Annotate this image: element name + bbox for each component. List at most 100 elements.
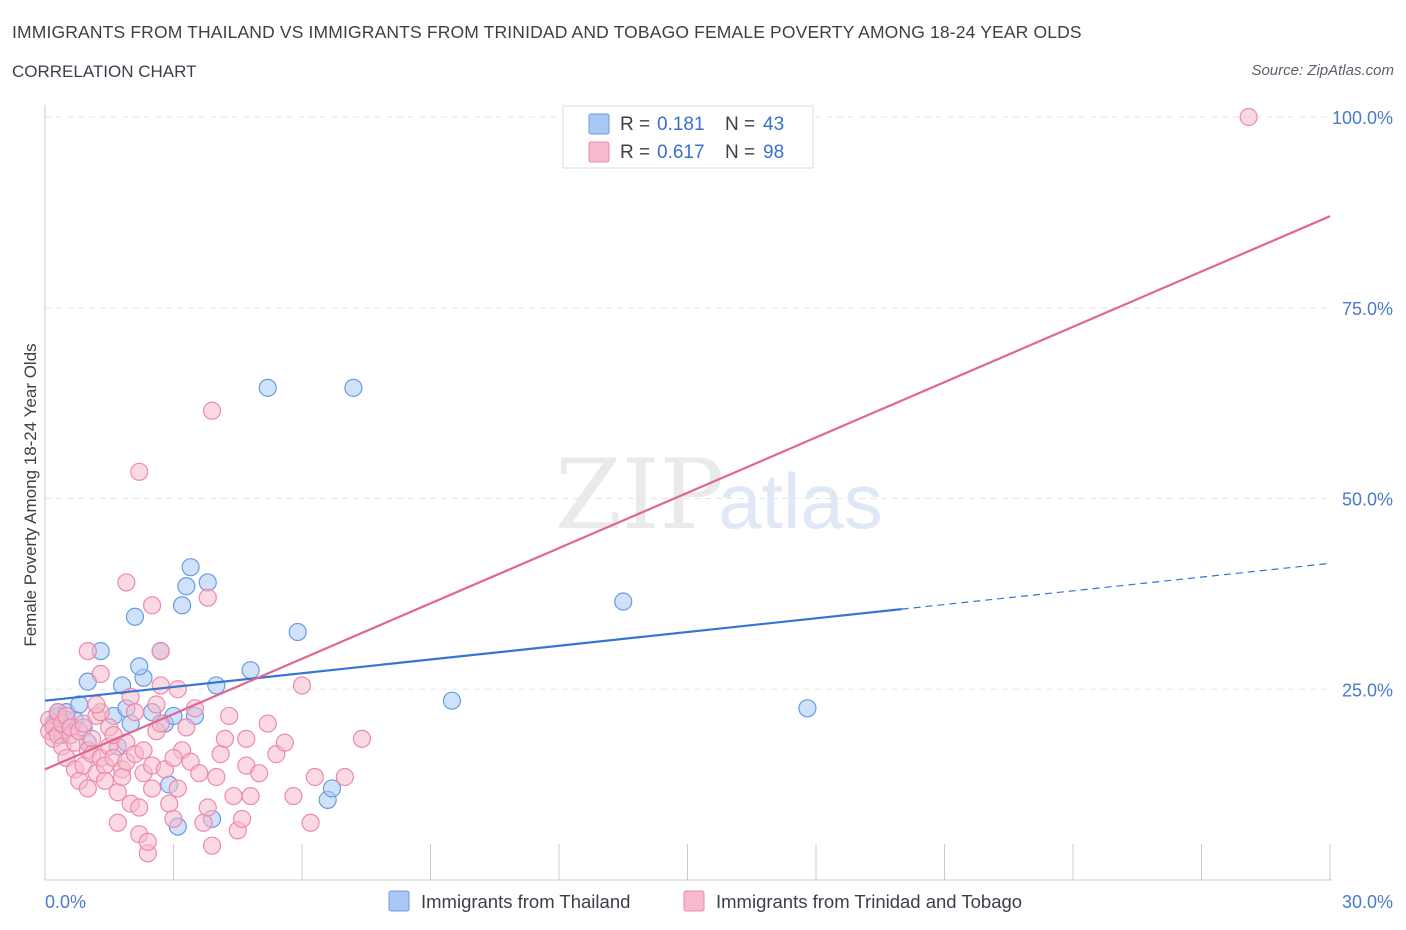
trinidad-point xyxy=(108,813,127,832)
trinidad-point xyxy=(292,676,312,695)
thailand-point xyxy=(207,676,226,695)
y-tick-label: 75.0% xyxy=(1342,299,1393,319)
thailand-point xyxy=(614,592,633,611)
trinidad-point xyxy=(224,786,243,806)
y-tick-label: 100.0% xyxy=(1332,108,1393,128)
legend-n-label-thailand: N = xyxy=(725,114,755,135)
trinidad-point xyxy=(147,695,166,714)
trinidad-point xyxy=(190,764,209,783)
trinidad-point xyxy=(91,664,110,684)
trinidad-point xyxy=(117,573,136,592)
legend-r-label-trinidad: R = xyxy=(620,142,650,163)
trinidad-point xyxy=(164,809,183,829)
bottom-legend-label-thailand: Immigrants from Thailand xyxy=(421,891,630,912)
x-tick-label-max: 30.0% xyxy=(1342,892,1393,912)
thailand-point xyxy=(241,661,260,680)
thailand-point xyxy=(798,699,817,718)
trinidad-point xyxy=(284,786,303,806)
thailand-point xyxy=(177,577,196,596)
trinidad-point xyxy=(177,718,196,737)
trinidad-point xyxy=(130,462,149,481)
trinidad-point xyxy=(335,767,354,787)
trinidad-point xyxy=(142,596,162,615)
trinidad-point xyxy=(305,767,324,787)
trinidad-point xyxy=(1239,107,1258,127)
thailand-point xyxy=(442,691,462,710)
thailand-point xyxy=(258,378,277,397)
gridlines xyxy=(45,116,1332,690)
trendlines xyxy=(44,215,1331,771)
axes xyxy=(44,105,1332,881)
legend-r-value-thailand: 0.181 xyxy=(657,114,705,135)
trinidad-point xyxy=(151,676,170,695)
trinidad-point xyxy=(232,809,252,829)
series-legend: Immigrants from Thailand Immigrants from… xyxy=(388,890,1022,912)
trinidad-point xyxy=(237,729,256,748)
watermark-zip: ZIP xyxy=(555,439,724,551)
bottom-legend-swatch-trinidad xyxy=(683,890,705,912)
trinidad-point xyxy=(125,703,145,722)
y-tick-label: 50.0% xyxy=(1342,490,1393,510)
legend-n-value-thailand: 43 xyxy=(763,114,784,135)
trinidad-point xyxy=(168,680,187,699)
tick-labels: 25.0% 50.0% 75.0% 100.0% 0.0% 30.0% xyxy=(45,108,1393,912)
trinidad-point xyxy=(198,798,217,817)
watermark: ZIP atlas xyxy=(555,439,883,551)
trinidad-point xyxy=(258,714,277,733)
thailand-point xyxy=(344,378,363,397)
x-tick-label-min: 0.0% xyxy=(45,892,86,912)
trinidad-point xyxy=(220,706,239,726)
trinidad-point xyxy=(130,798,149,817)
source-credit: Source: ZipAtlas.com xyxy=(1251,62,1394,79)
trinidad-point xyxy=(151,641,170,661)
trinidad-point xyxy=(202,401,222,420)
legend-n-value-trinidad: 98 xyxy=(763,142,784,163)
trendline-thailand-extension xyxy=(901,562,1331,610)
legend-n-label-trinidad: N = xyxy=(725,142,755,163)
y-axis-label: Female Poverty Among 18-24 Year Olds xyxy=(21,343,40,646)
legend-swatch-trinidad xyxy=(588,141,610,163)
trinidad-point xyxy=(275,733,294,752)
thailand-point xyxy=(198,573,217,592)
trinidad-point xyxy=(198,588,217,607)
trinidad-point xyxy=(83,729,102,748)
thailand-point xyxy=(322,779,342,798)
trinidad-point xyxy=(241,786,260,806)
watermark-atlas: atlas xyxy=(718,457,883,545)
trinidad-point xyxy=(138,832,157,851)
trinidad-point xyxy=(250,764,269,783)
thailand-point xyxy=(288,622,307,642)
trinidad-point xyxy=(352,729,372,748)
trendline-thailand xyxy=(44,608,902,702)
series-trinidad-points xyxy=(40,107,1258,863)
trinidad-point xyxy=(207,767,226,787)
trinidad-point xyxy=(78,779,97,798)
trinidad-point xyxy=(87,695,106,714)
trinidad-point xyxy=(194,813,213,832)
trinidad-point xyxy=(112,767,132,787)
trinidad-point xyxy=(215,729,234,748)
trinidad-point xyxy=(142,779,162,798)
trinidad-point xyxy=(160,794,179,813)
legend-swatch-thailand xyxy=(588,113,610,135)
trinidad-point xyxy=(301,813,320,832)
trendline-trinidad xyxy=(44,215,1331,771)
thailand-point xyxy=(130,657,149,676)
trinidad-point xyxy=(78,641,97,661)
trinidad-point xyxy=(211,745,230,764)
thailand-point xyxy=(172,596,192,615)
thailand-point xyxy=(125,607,145,626)
stats-legend: R = 0.181 N = 43 R = 0.617 N = 98 xyxy=(562,105,814,169)
trinidad-point xyxy=(168,779,187,798)
bottom-legend-swatch-thailand xyxy=(388,890,410,912)
trinidad-point xyxy=(202,836,222,855)
legend-r-value-trinidad: 0.617 xyxy=(657,142,705,163)
trinidad-point xyxy=(164,748,183,768)
trinidad-point xyxy=(134,741,153,760)
trinidad-point xyxy=(95,771,115,790)
bottom-legend-label-trinidad: Immigrants from Trinidad and Tobago xyxy=(716,891,1022,912)
legend-r-label-thailand: R = xyxy=(620,114,650,135)
chart-title: IMMIGRANTS FROM THAILAND VS IMMIGRANTS F… xyxy=(12,22,1082,42)
y-tick-label: 25.0% xyxy=(1342,680,1393,700)
